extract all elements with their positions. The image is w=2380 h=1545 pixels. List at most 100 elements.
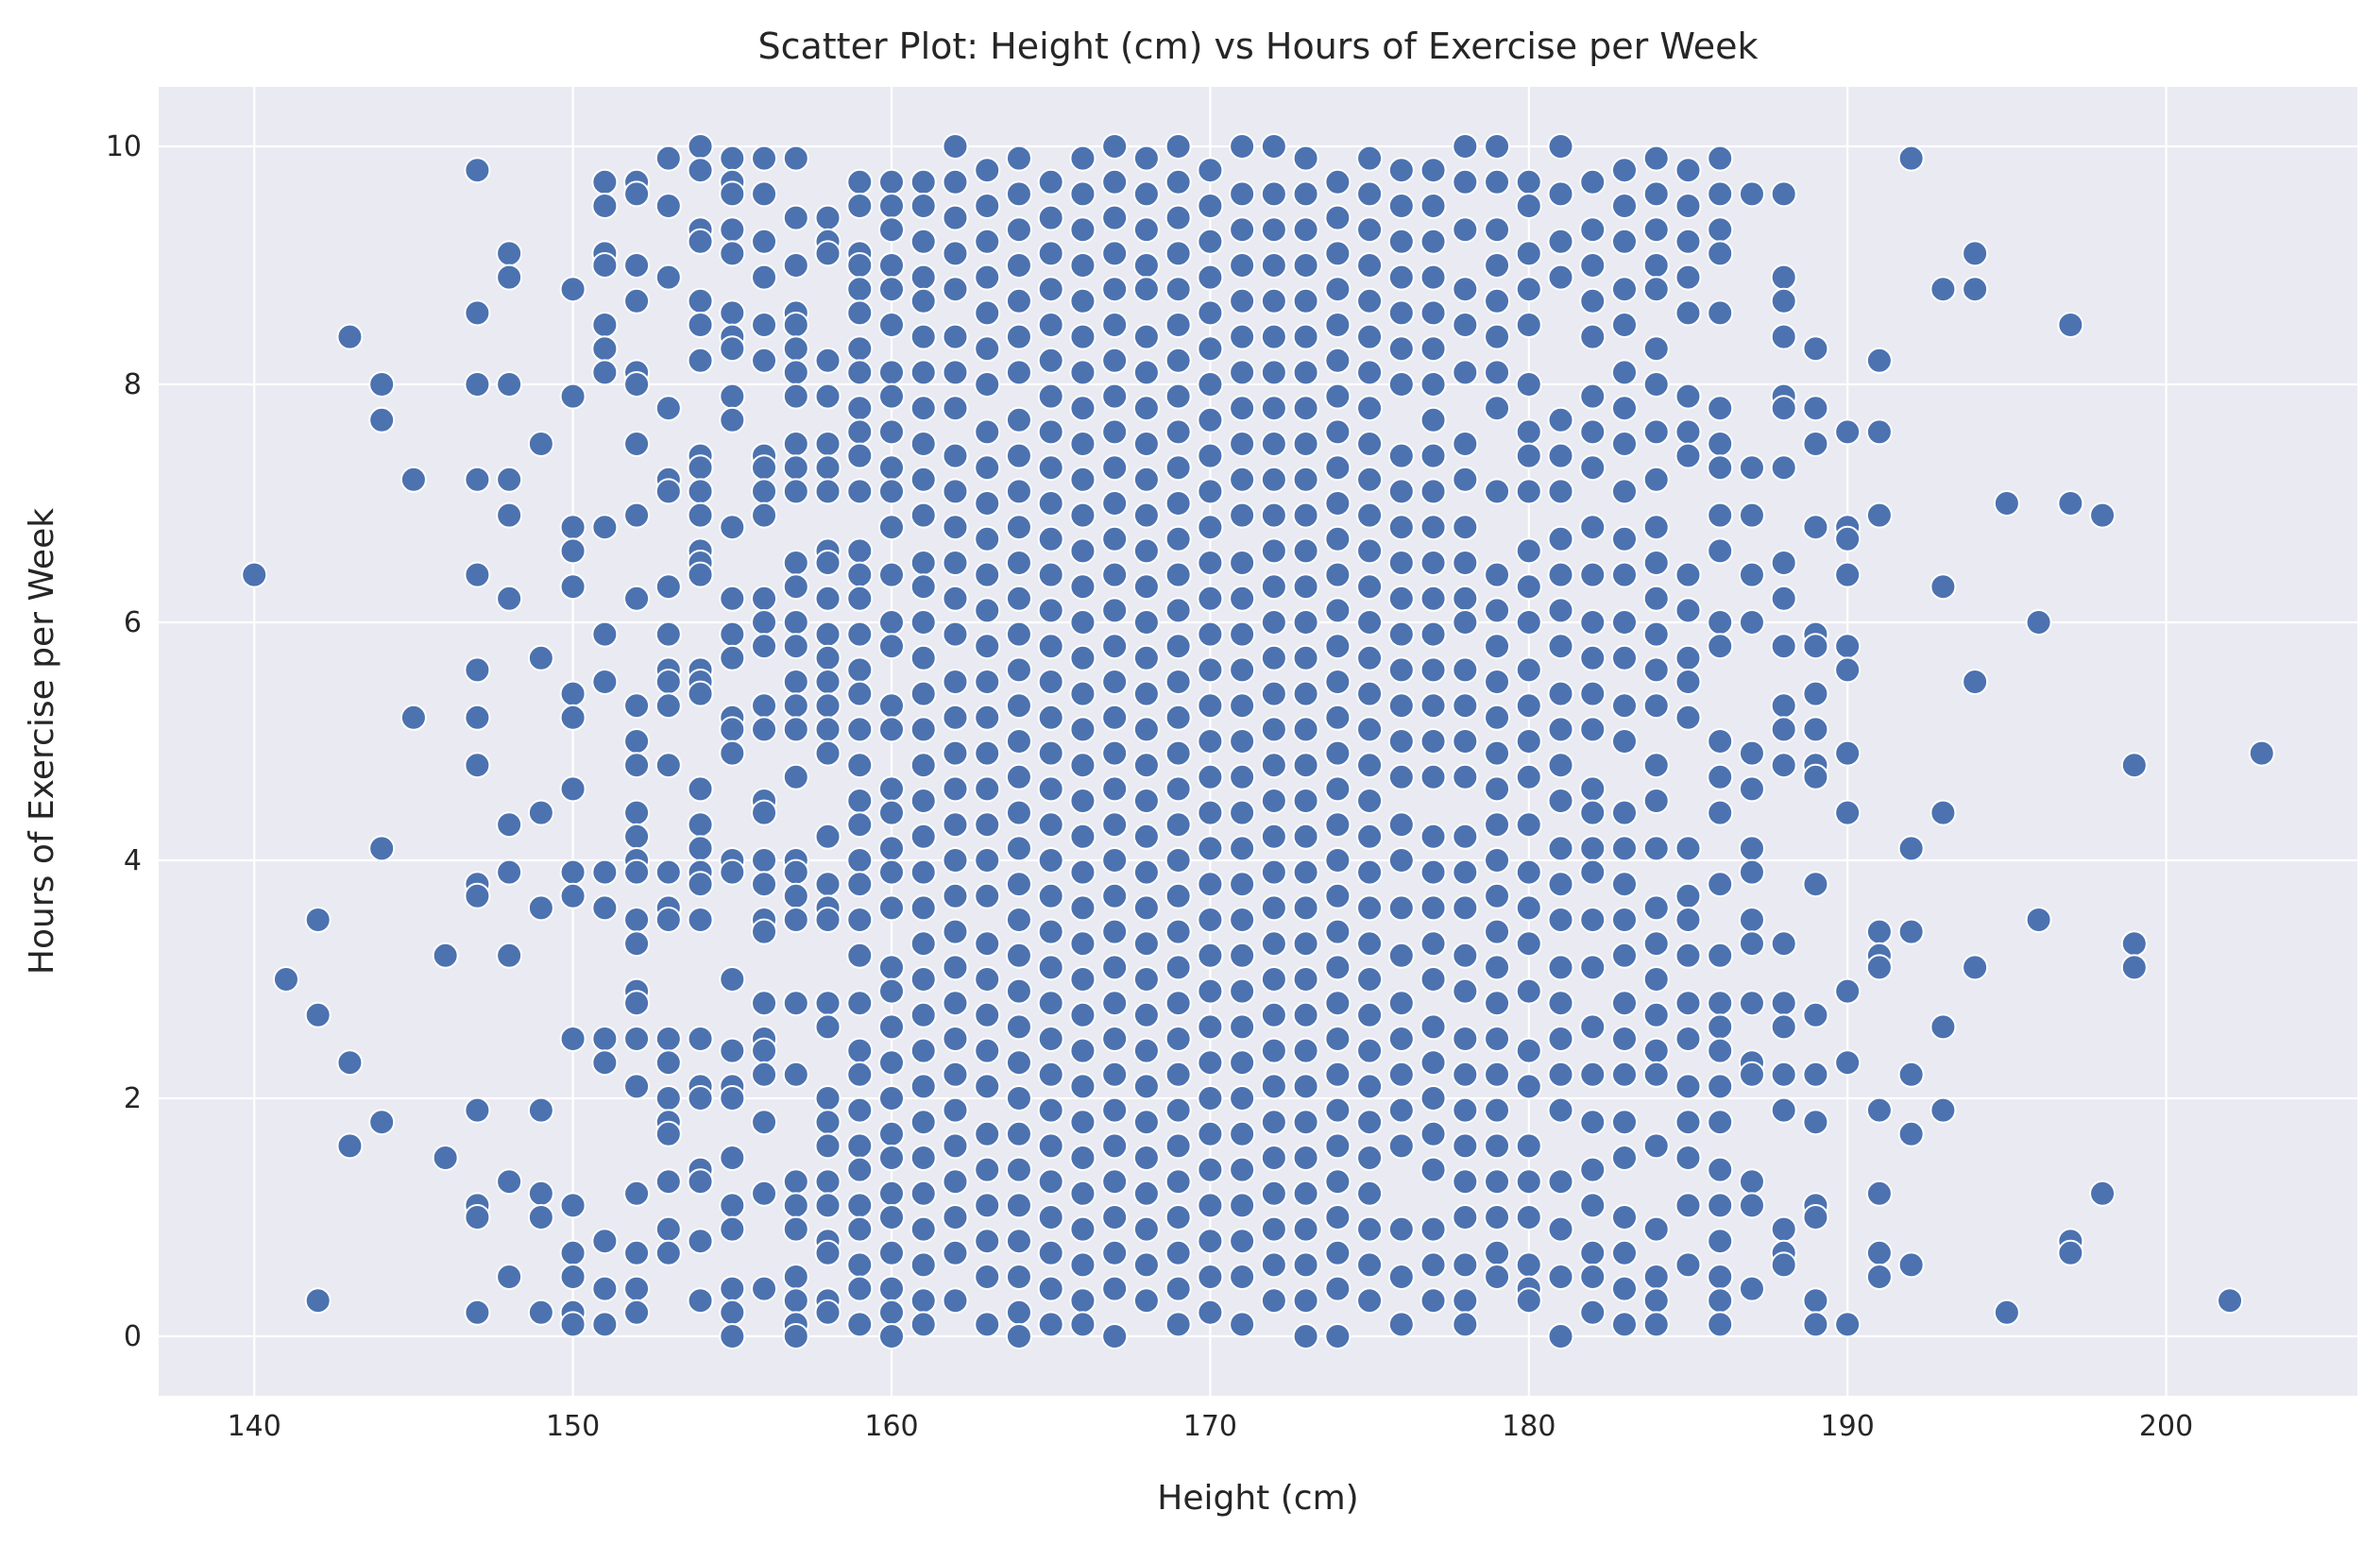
scatter-point [1164, 490, 1192, 517]
scatter-point [1707, 1156, 1734, 1183]
scatter-point [719, 1275, 746, 1302]
scatter-point [1324, 240, 1352, 267]
scatter-point [1642, 620, 1670, 648]
scatter-point [814, 240, 842, 267]
scatter-point [814, 382, 842, 410]
scatter-point [974, 775, 1001, 803]
scatter-point [846, 1192, 874, 1219]
scatter-point [1452, 977, 1479, 1005]
scatter-point [814, 204, 842, 231]
scatter-point [1674, 442, 1702, 469]
scatter-point [1770, 692, 1797, 720]
scatter-point [910, 1145, 937, 1171]
scatter-point [623, 990, 651, 1017]
scatter-point [910, 395, 937, 422]
scatter-point [846, 847, 874, 874]
scatter-point [1420, 335, 1447, 363]
scatter-point [591, 1275, 619, 1302]
scatter-point [1132, 930, 1160, 958]
scatter-point [687, 1287, 714, 1315]
scatter-point [1132, 966, 1160, 993]
scatter-point [814, 478, 842, 505]
scatter-point [1611, 1311, 1638, 1338]
scatter-point [910, 359, 937, 386]
scatter-point [814, 823, 842, 850]
scatter-point [1164, 1275, 1192, 1302]
scatter-point [1547, 1264, 1574, 1290]
scatter-point [910, 858, 937, 886]
scatter-point [1229, 180, 1256, 208]
scatter-point [1005, 871, 1032, 898]
scatter-point [1611, 1239, 1638, 1266]
scatter-point [496, 466, 523, 493]
scatter-point [654, 193, 682, 219]
scatter-point [1770, 1251, 1797, 1279]
scatter-point [1069, 287, 1096, 314]
scatter-point [910, 323, 937, 350]
scatter-point [910, 788, 937, 814]
scatter-point [1642, 752, 1670, 779]
scatter-point [942, 323, 969, 350]
scatter-point [1834, 525, 1862, 552]
scatter-point [654, 263, 682, 291]
scatter-point [464, 1096, 491, 1124]
scatter-point [1292, 1323, 1319, 1350]
scatter-point [1515, 478, 1542, 505]
scatter-point [1356, 1145, 1384, 1171]
scatter-point [591, 312, 619, 338]
scatter-point [1324, 1168, 1352, 1196]
scatter-point [1260, 180, 1287, 208]
scatter-point [782, 1287, 809, 1315]
scatter-point [846, 168, 874, 195]
scatter-point [782, 359, 809, 386]
scatter-point [1101, 1204, 1129, 1231]
scatter-point [464, 704, 491, 731]
data-points [241, 133, 2275, 1350]
scatter-point [1642, 335, 1670, 363]
scatter-point [1738, 1061, 1765, 1088]
scatter-point [878, 1299, 905, 1326]
scatter-point [1356, 752, 1384, 779]
scatter-point [1579, 1264, 1606, 1290]
scatter-point [1484, 1061, 1511, 1088]
scatter-point [1197, 835, 1224, 862]
scatter-point [591, 669, 619, 695]
scatter-point [1738, 858, 1765, 886]
scatter-point [623, 1299, 651, 1326]
scatter-point [1674, 644, 1702, 671]
scatter-point [942, 704, 969, 731]
scatter-point [1547, 752, 1574, 779]
scatter-point [1164, 882, 1192, 909]
scatter-point [687, 228, 714, 255]
scatter-point [559, 680, 586, 707]
scatter-point [432, 942, 459, 969]
scatter-point [974, 1120, 1001, 1147]
scatter-point [654, 144, 682, 172]
scatter-point [974, 263, 1001, 291]
scatter-point [1420, 930, 1447, 958]
scatter-point [1707, 1109, 1734, 1136]
scatter-point [846, 1215, 874, 1243]
scatter-point [368, 1109, 396, 1136]
scatter-point [1292, 752, 1319, 779]
scatter-point [1420, 406, 1447, 433]
scatter-point [1005, 763, 1032, 790]
scatter-point [814, 669, 842, 695]
scatter-point [1802, 716, 1829, 743]
scatter-point [751, 312, 778, 338]
scatter-point [1642, 1001, 1670, 1028]
scatter-point [1356, 966, 1384, 993]
scatter-point [719, 1192, 746, 1219]
scatter-point [1420, 193, 1447, 219]
scatter-point [1642, 585, 1670, 612]
scatter-point [1674, 835, 1702, 862]
scatter-point [1037, 918, 1064, 945]
scatter-point [1356, 1109, 1384, 1136]
scatter-point [1324, 454, 1352, 482]
scatter-point [1452, 216, 1479, 244]
scatter-point [304, 907, 332, 933]
scatter-point [1356, 1251, 1384, 1279]
scatter-point [1611, 525, 1638, 552]
scatter-point [751, 609, 778, 636]
scatter-point [1707, 799, 1734, 826]
